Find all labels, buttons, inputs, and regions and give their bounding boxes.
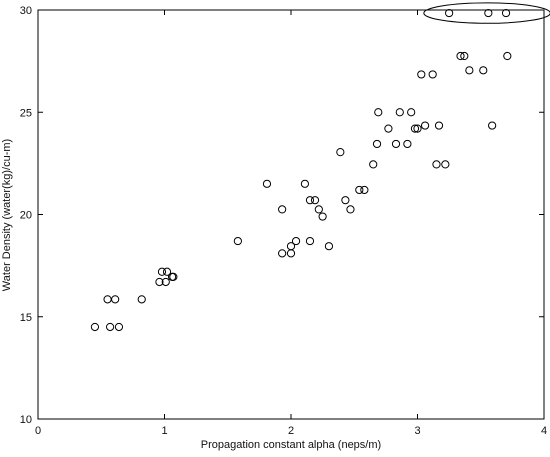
data-point — [114, 322, 124, 332]
data-point — [157, 267, 167, 276]
data-point — [395, 108, 404, 117]
data-point — [262, 179, 272, 188]
data-point — [374, 108, 383, 117]
y-tick-label: 25 — [20, 107, 32, 119]
data-point — [169, 272, 178, 281]
data-point — [336, 148, 345, 157]
data-point — [162, 267, 172, 276]
data-point — [410, 124, 420, 133]
data-point — [391, 139, 401, 149]
data-point — [460, 51, 469, 61]
data-point — [106, 322, 115, 332]
x-tick-label: 2 — [288, 425, 294, 437]
data-point — [305, 196, 315, 205]
y-tick-label: 30 — [20, 5, 32, 17]
data-point — [484, 8, 493, 18]
annotation-group — [423, 2, 550, 24]
data-point — [155, 277, 164, 287]
data-point — [417, 70, 426, 79]
tick-label-group: 0 1 2 3 4 10 15 20 25 30 — [20, 5, 547, 437]
data-point — [465, 66, 474, 75]
data-point — [413, 124, 422, 133]
data-point — [111, 295, 120, 304]
x-tick-label: 4 — [541, 425, 547, 437]
data-point — [407, 108, 416, 117]
data-point — [369, 160, 378, 169]
data-point — [233, 236, 242, 246]
data-point — [318, 212, 327, 221]
data-point — [488, 121, 497, 130]
data-point — [420, 121, 430, 130]
data-point — [310, 196, 320, 205]
data-point — [445, 8, 454, 18]
data-point — [456, 51, 465, 61]
x-axis-label: Propagation constant alpha (neps/m) — [201, 439, 381, 451]
x-tick-label: 0 — [35, 425, 41, 437]
data-point — [324, 242, 334, 251]
x-tick-label: 1 — [161, 425, 167, 437]
data-point — [479, 66, 488, 75]
data-point — [341, 196, 350, 205]
tick-group — [37, 9, 545, 420]
y-tick-label: 15 — [20, 312, 32, 324]
data-point — [501, 8, 511, 18]
data-point — [286, 242, 296, 251]
data-point — [314, 205, 323, 214]
y-tick-label: 10 — [20, 414, 32, 426]
y-axis-label: Water Density (water(kg)/cu-m) — [1, 139, 13, 291]
data-point — [291, 236, 301, 246]
data-points — [90, 8, 512, 332]
data-point — [372, 139, 382, 149]
data-point — [90, 322, 100, 332]
data-point — [503, 51, 512, 61]
plot-area — [37, 9, 545, 420]
data-point — [300, 179, 310, 188]
data-point — [432, 160, 441, 169]
data-point — [278, 249, 287, 258]
data-point — [403, 139, 412, 149]
data-point — [161, 277, 170, 287]
data-point — [428, 70, 437, 79]
data-point — [305, 236, 315, 246]
data-point — [384, 124, 393, 133]
x-tick-label: 3 — [414, 425, 420, 437]
data-point — [137, 295, 146, 304]
data-point — [360, 185, 369, 195]
data-point — [278, 205, 287, 214]
data-point — [355, 185, 364, 195]
data-point — [346, 205, 355, 214]
data-point — [434, 121, 444, 130]
highlight-ellipse — [423, 2, 550, 24]
y-tick-label: 20 — [20, 210, 32, 222]
data-point — [441, 160, 450, 169]
